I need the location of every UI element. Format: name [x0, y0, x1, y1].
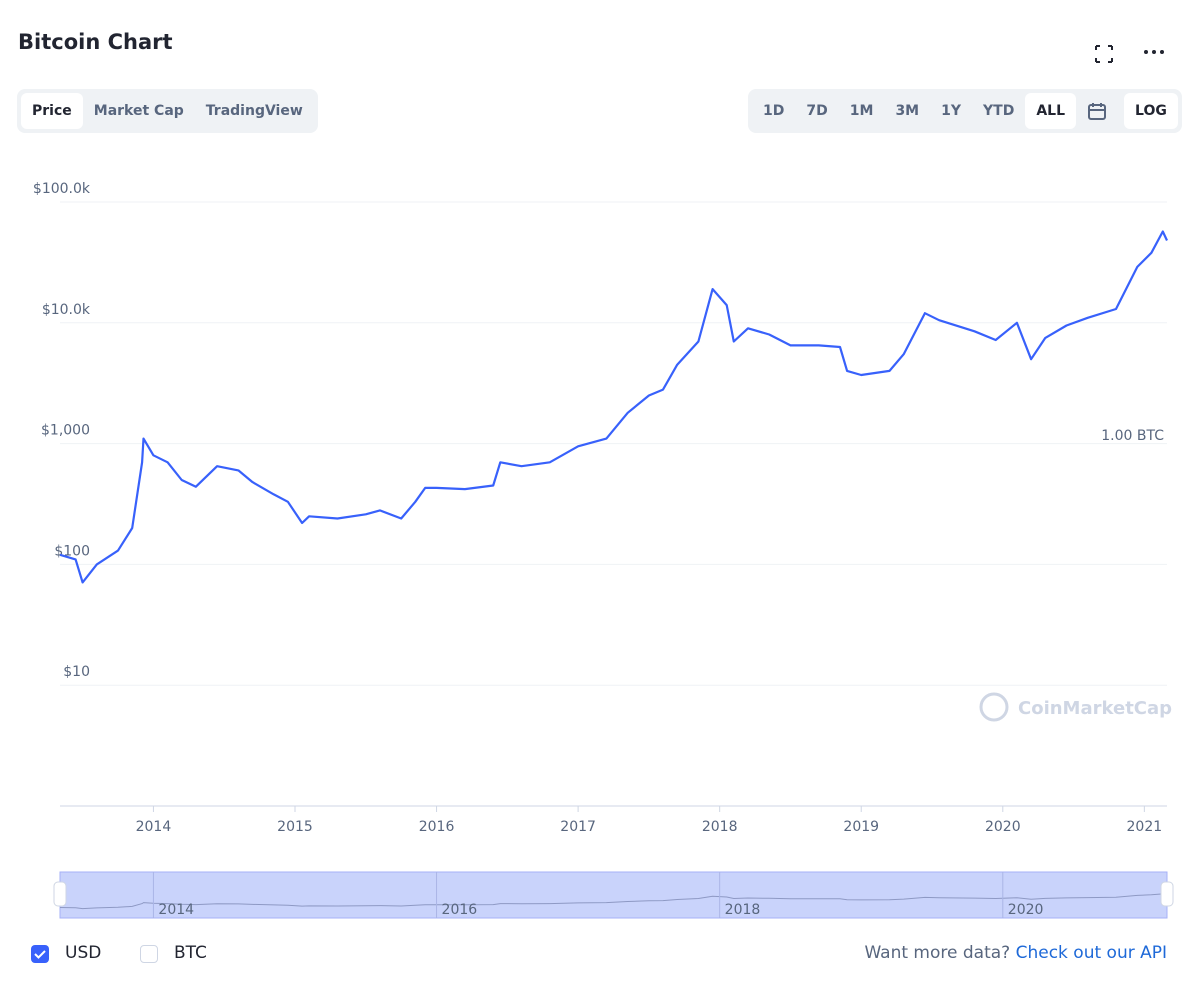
usd-label: USD — [65, 943, 102, 963]
usd-checkbox[interactable] — [31, 945, 49, 963]
calendar-icon — [1088, 103, 1107, 120]
range-button[interactable]: YTD — [983, 103, 1015, 119]
btc-label: BTC — [174, 943, 207, 963]
navigator-tick-label: 2016 — [442, 902, 478, 918]
navigator-tick-label: 2020 — [1008, 902, 1044, 918]
x-tick-label: 2017 — [560, 819, 596, 835]
chart: $100.0k $10.0k $1,000 $100 $10 2014 2015 2016 20… — [33, 181, 1174, 919]
watermark-text: CoinMarketCap — [1018, 698, 1172, 719]
tab[interactable]: Market Cap — [93, 103, 184, 119]
watermark-logo — [979, 692, 1009, 722]
range-button[interactable]: ALL — [1025, 93, 1077, 129]
price-line — [59, 230, 1168, 584]
x-tick-label: 2016 — [419, 819, 455, 835]
range-button[interactable]: 3M — [895, 103, 920, 119]
tabs: Price Market Cap TradingView — [17, 89, 318, 133]
annotation: 1.00 BTC — [1101, 428, 1164, 444]
x-tick-label: 2019 — [843, 819, 879, 835]
prompt: Want more data? — [864, 943, 1011, 963]
x-tick-label: 2018 — [702, 819, 738, 835]
x-tick-label: 2015 — [277, 819, 313, 835]
x-tick-label: 2020 — [985, 819, 1021, 835]
chart-title: Bitcoin Chart — [18, 30, 173, 54]
log-button[interactable]: LOG — [1124, 93, 1178, 129]
navigator-tick-label: 2018 — [725, 902, 761, 918]
range-button[interactable]: 1D — [763, 103, 785, 119]
toolbar-icons[interactable] — [1090, 40, 1170, 64]
tab[interactable]: Price — [21, 93, 83, 129]
api-prompt: Want more data? Check out our API — [864, 943, 1167, 963]
tab[interactable]: TradingView — [205, 103, 303, 119]
range-button[interactable]: 7D — [806, 103, 828, 119]
navigator-handle — [1160, 881, 1174, 907]
x-tick-label: 2021 — [1127, 819, 1163, 835]
watermark: CoinMarketCap — [979, 692, 1172, 722]
btc-checkbox[interactable] — [140, 945, 158, 963]
y-tick-label: $100.0k — [33, 181, 91, 197]
calendar-button[interactable] — [1076, 93, 1118, 129]
navigator — [59, 871, 1168, 919]
y-tick-label: $10.0k — [42, 302, 91, 318]
y-tick-label: $10 — [63, 664, 90, 680]
ranges: 1D 7D 1M 3M 1Y YTD ALL LOG — [748, 89, 1182, 133]
y-tick-label: $100 — [54, 543, 90, 559]
range-button[interactable]: 1M — [849, 103, 874, 119]
api-link[interactable]: Check out our API — [1015, 943, 1167, 963]
navigator-line — [59, 893, 1168, 910]
navigator-tick-label: 2014 — [158, 902, 194, 918]
y-tick-label: $1,000 — [41, 423, 90, 439]
x-tick-label: 2014 — [136, 819, 172, 835]
range-button[interactable]: 1Y — [941, 103, 962, 119]
navigator-handle — [53, 881, 67, 907]
